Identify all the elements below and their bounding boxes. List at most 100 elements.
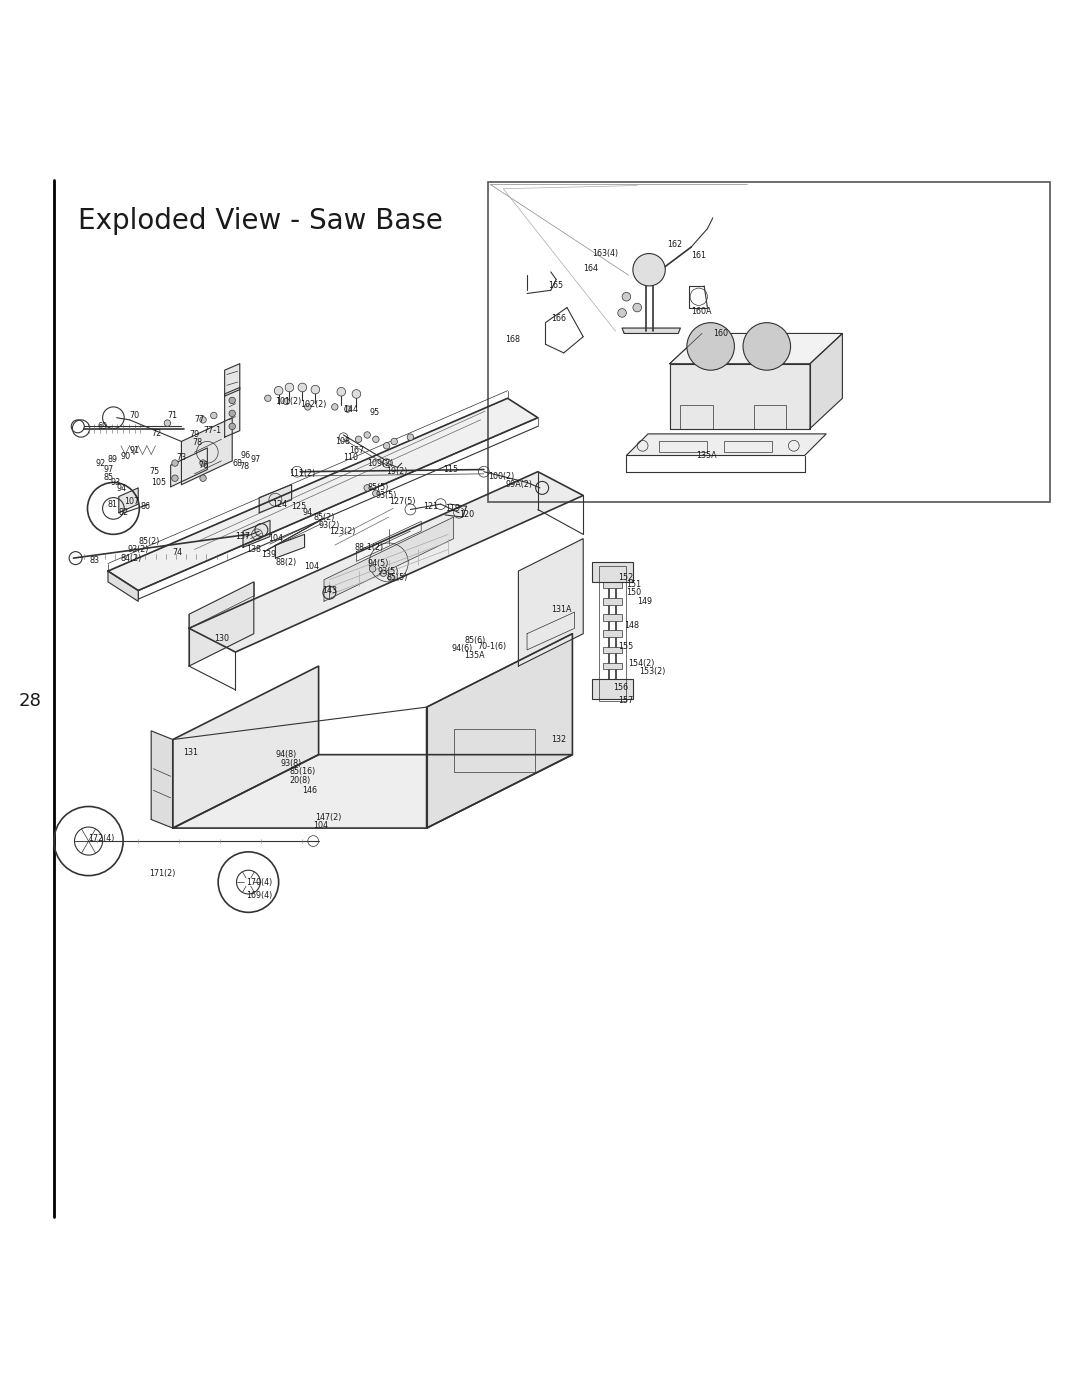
Text: 82: 82 [119, 509, 129, 517]
Text: 160A: 160A [691, 307, 712, 316]
Text: 160: 160 [713, 328, 728, 338]
Text: 93(5): 93(5) [376, 490, 397, 500]
Bar [724, 441, 772, 453]
Text: 85(2): 85(2) [138, 538, 160, 546]
Circle shape [391, 439, 397, 444]
Circle shape [265, 395, 271, 401]
Text: 97: 97 [251, 455, 260, 464]
Text: 154(2): 154(2) [629, 659, 654, 668]
Text: 123(2): 123(2) [329, 527, 355, 535]
Text: 162: 162 [667, 240, 683, 250]
Text: 131: 131 [184, 747, 199, 757]
Polygon shape [189, 583, 254, 666]
Text: 150: 150 [626, 588, 642, 597]
Polygon shape [189, 472, 583, 652]
Text: 147(2): 147(2) [315, 813, 341, 821]
Polygon shape [670, 363, 810, 429]
Circle shape [373, 436, 379, 443]
Circle shape [283, 398, 289, 405]
Circle shape [355, 436, 362, 443]
Text: 93(8): 93(8) [281, 759, 302, 768]
Text: 85(5): 85(5) [367, 483, 389, 492]
Text: 94: 94 [302, 509, 312, 517]
Circle shape [352, 390, 361, 398]
Text: 85(5): 85(5) [387, 573, 408, 583]
Circle shape [618, 309, 626, 317]
Circle shape [211, 412, 217, 419]
Polygon shape [275, 534, 305, 557]
Polygon shape [225, 363, 240, 397]
Text: 86: 86 [140, 502, 150, 511]
Text: 101(2): 101(2) [275, 397, 301, 407]
Polygon shape [670, 334, 842, 363]
Text: 168: 168 [505, 335, 521, 345]
Polygon shape [173, 754, 572, 828]
Text: 71: 71 [167, 411, 177, 420]
Text: 156: 156 [613, 683, 629, 692]
Circle shape [633, 303, 642, 312]
Text: 85(2): 85(2) [313, 513, 335, 521]
Polygon shape [108, 398, 538, 591]
Text: 90: 90 [121, 453, 131, 461]
Text: 93: 93 [110, 478, 120, 488]
Circle shape [274, 387, 283, 395]
Text: 167: 167 [349, 446, 364, 454]
Bar [603, 662, 622, 669]
Text: 165: 165 [549, 281, 564, 291]
Text: 144: 144 [343, 405, 359, 414]
Text: 84(2): 84(2) [121, 553, 143, 563]
Text: 135A: 135A [464, 651, 485, 659]
Bar [603, 615, 622, 620]
Text: 73: 73 [176, 453, 186, 462]
Circle shape [743, 323, 791, 370]
Circle shape [388, 574, 394, 581]
Text: 124: 124 [272, 500, 287, 509]
Bar [454, 729, 535, 773]
Text: 163(4): 163(4) [592, 249, 618, 258]
Text: 94(5): 94(5) [367, 559, 389, 569]
Text: 96: 96 [241, 451, 251, 460]
Text: 68: 68 [232, 458, 242, 468]
Text: 166: 166 [551, 314, 566, 323]
Text: 76: 76 [199, 461, 208, 469]
Text: 120: 120 [459, 510, 474, 520]
Text: 85(16): 85(16) [289, 767, 315, 777]
Circle shape [172, 475, 178, 482]
Text: 85: 85 [104, 472, 113, 482]
Text: 111(2): 111(2) [289, 469, 315, 478]
Text: 132: 132 [551, 735, 566, 745]
Circle shape [337, 387, 346, 397]
Text: 153(2): 153(2) [639, 666, 665, 676]
Bar [592, 679, 633, 698]
Text: 172(4): 172(4) [89, 834, 114, 844]
Text: 93(2): 93(2) [127, 545, 149, 555]
Text: 95: 95 [369, 408, 379, 416]
Text: 70-1(6): 70-1(6) [477, 643, 507, 651]
Bar [754, 405, 786, 429]
Text: 127(5): 127(5) [389, 497, 416, 507]
Polygon shape [119, 488, 138, 513]
Polygon shape [518, 539, 583, 666]
Text: 70: 70 [130, 411, 139, 420]
Text: 89: 89 [108, 455, 118, 464]
Polygon shape [173, 666, 319, 828]
Text: 94(6): 94(6) [451, 644, 473, 654]
Polygon shape [225, 387, 240, 437]
Text: 94: 94 [117, 485, 126, 493]
Polygon shape [427, 634, 572, 828]
Text: 75: 75 [149, 467, 159, 476]
Text: 109(2): 109(2) [367, 458, 393, 468]
Bar [603, 598, 622, 605]
Text: 77-1: 77-1 [203, 426, 221, 434]
Polygon shape [181, 418, 232, 485]
Text: 78: 78 [192, 439, 202, 447]
Text: 99A(2): 99A(2) [505, 481, 532, 489]
Text: 69: 69 [97, 422, 107, 430]
Polygon shape [243, 520, 270, 548]
Circle shape [200, 460, 206, 467]
Text: 137: 137 [235, 532, 251, 541]
Text: 81: 81 [108, 500, 118, 509]
Text: 130: 130 [214, 633, 229, 643]
Text: 88-1(2): 88-1(2) [354, 543, 383, 552]
Polygon shape [265, 518, 324, 552]
